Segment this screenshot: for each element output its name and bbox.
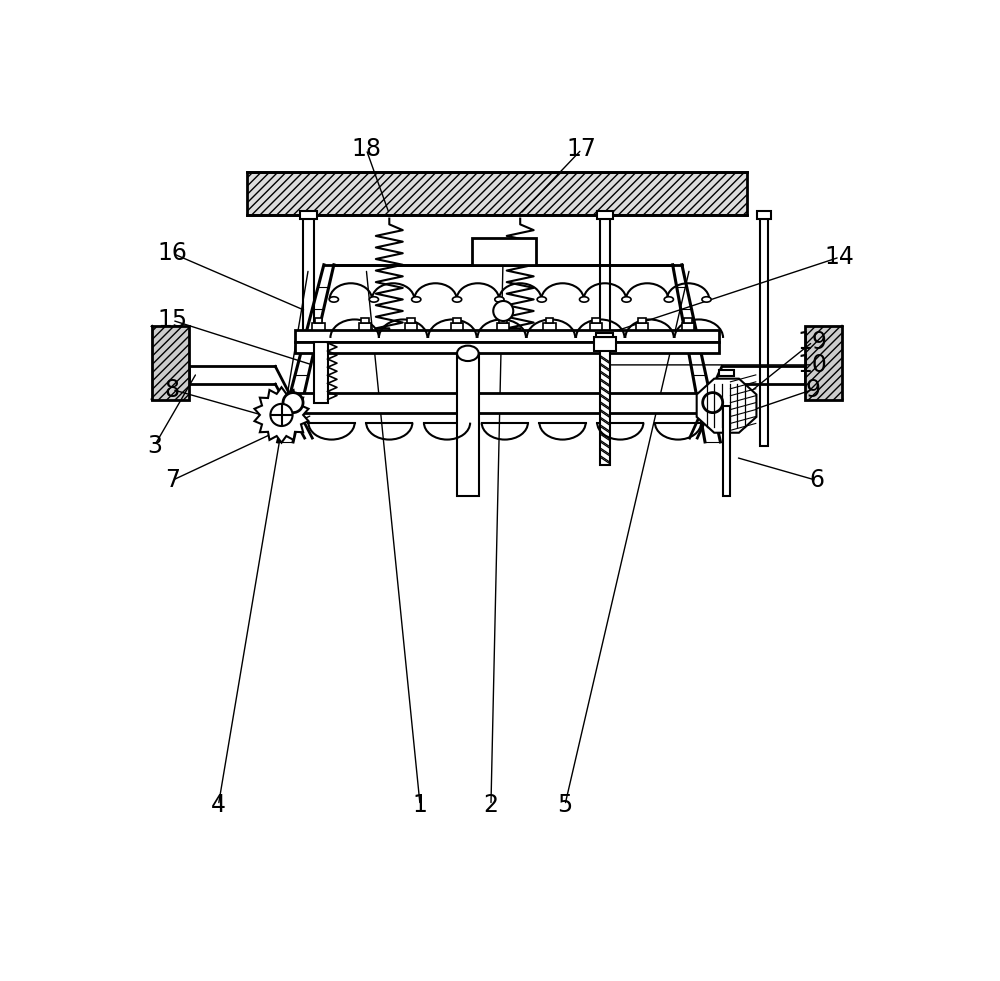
Text: 7: 7	[165, 468, 180, 492]
Ellipse shape	[703, 392, 723, 413]
Ellipse shape	[579, 296, 589, 302]
Ellipse shape	[412, 296, 421, 302]
Bar	[600, 349, 610, 465]
Bar	[358, 323, 371, 331]
Text: 8: 8	[165, 378, 180, 401]
Bar	[543, 323, 556, 331]
Bar	[312, 323, 325, 331]
Polygon shape	[152, 327, 189, 399]
Bar	[407, 318, 415, 323]
Bar	[451, 323, 463, 331]
Bar	[592, 318, 600, 323]
Bar	[723, 406, 730, 495]
Bar	[315, 318, 322, 323]
Bar	[805, 327, 842, 399]
Text: 15: 15	[157, 308, 187, 333]
Bar	[760, 215, 768, 445]
Bar	[597, 211, 613, 219]
Bar	[293, 392, 713, 413]
Bar	[457, 353, 479, 495]
Bar	[684, 318, 692, 323]
Text: 1: 1	[413, 794, 428, 817]
Bar	[497, 323, 509, 331]
Polygon shape	[805, 327, 842, 399]
Bar	[295, 331, 719, 341]
Text: 17: 17	[567, 137, 597, 161]
Bar	[638, 318, 646, 323]
Bar	[300, 211, 317, 219]
Ellipse shape	[457, 345, 479, 361]
Bar	[546, 318, 553, 323]
Ellipse shape	[329, 296, 338, 302]
Bar	[757, 211, 771, 219]
Bar	[361, 318, 369, 323]
Ellipse shape	[664, 296, 673, 302]
Text: 19: 19	[798, 330, 828, 354]
Text: 9: 9	[805, 378, 820, 401]
Bar	[594, 337, 616, 351]
Text: 2: 2	[483, 794, 498, 817]
Ellipse shape	[369, 296, 379, 302]
Circle shape	[493, 301, 513, 321]
Text: 4: 4	[211, 794, 226, 817]
Bar	[405, 323, 417, 331]
Bar	[295, 341, 719, 353]
Ellipse shape	[622, 296, 631, 302]
Ellipse shape	[283, 392, 303, 413]
Ellipse shape	[495, 296, 504, 302]
Text: 16: 16	[157, 241, 187, 265]
Bar	[719, 370, 734, 377]
Bar	[682, 323, 694, 331]
Polygon shape	[697, 379, 756, 433]
Text: 18: 18	[351, 137, 381, 161]
Bar	[596, 333, 613, 337]
Text: 10: 10	[798, 353, 828, 377]
Bar	[499, 318, 507, 323]
Bar	[472, 237, 536, 265]
Polygon shape	[254, 387, 309, 442]
Ellipse shape	[702, 296, 711, 302]
Bar	[453, 318, 461, 323]
Text: 5: 5	[557, 794, 572, 817]
Ellipse shape	[537, 296, 546, 302]
Text: 14: 14	[825, 245, 855, 269]
Text: 6: 6	[809, 468, 824, 492]
Bar	[152, 327, 189, 399]
Bar	[303, 215, 314, 341]
Ellipse shape	[452, 296, 462, 302]
Text: 3: 3	[147, 434, 162, 458]
Bar	[247, 173, 747, 215]
Circle shape	[270, 404, 293, 426]
Bar	[590, 323, 602, 331]
Bar	[600, 215, 610, 341]
Bar	[314, 341, 328, 403]
Bar	[636, 323, 648, 331]
